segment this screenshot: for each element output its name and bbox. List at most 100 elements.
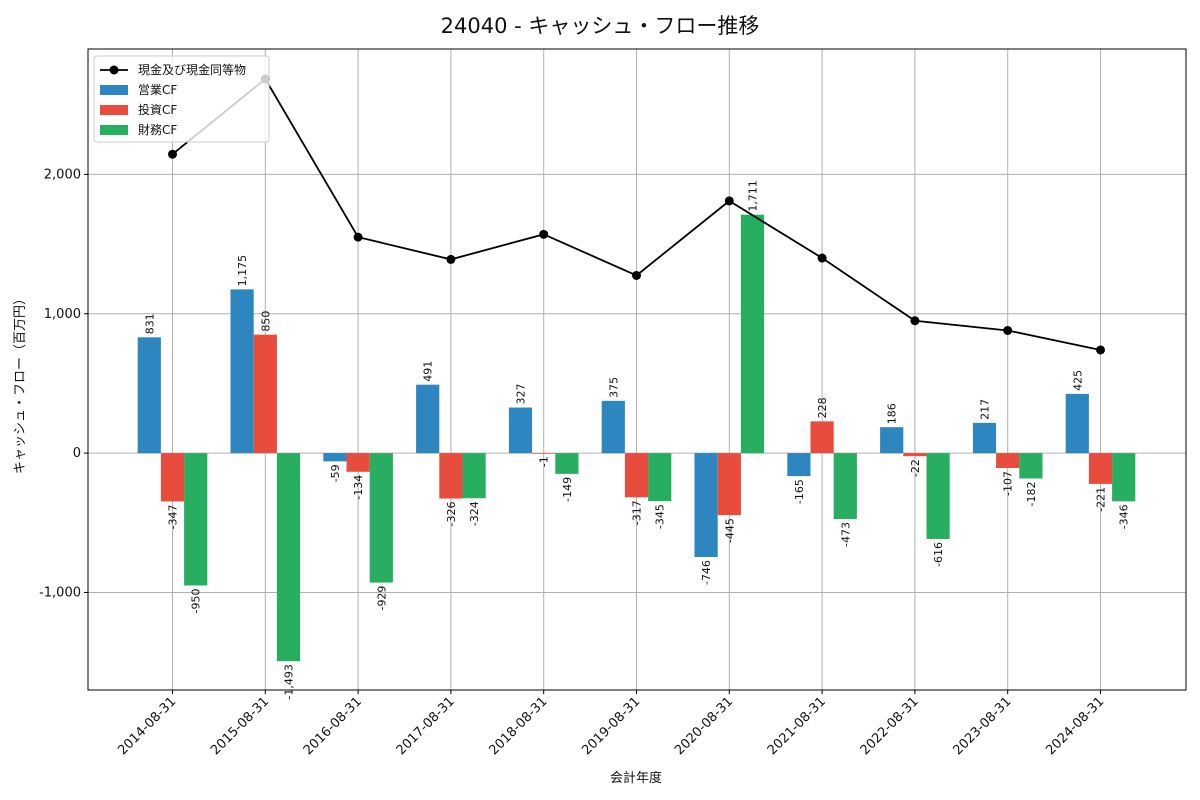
cash-point — [910, 316, 920, 326]
bar — [740, 214, 765, 454]
bar — [833, 453, 857, 520]
legend-entry: 財務CF — [138, 122, 177, 137]
data-label: 1,711 — [747, 180, 760, 212]
data-label: -22 — [909, 459, 922, 477]
x-tick-label: 2019-08-31 — [579, 694, 643, 758]
x-tick-label: 2016-08-31 — [301, 694, 365, 758]
bar — [253, 334, 277, 454]
legend-bar-swatch — [100, 125, 128, 135]
bar — [648, 453, 672, 502]
data-label: 217 — [979, 399, 992, 420]
data-label: 831 — [143, 313, 156, 334]
bar — [694, 453, 718, 558]
data-label: -221 — [1095, 487, 1108, 512]
bar — [717, 453, 741, 516]
bar — [439, 453, 463, 499]
bar — [787, 453, 811, 477]
x-tick-label: 2020-08-31 — [672, 694, 736, 758]
bar — [184, 453, 208, 586]
x-tick-label: 2022-08-31 — [858, 694, 922, 758]
x-tick-label: 2023-08-31 — [950, 694, 1014, 758]
data-label: -149 — [561, 477, 574, 502]
chart-title: 24040 - キャッシュ・フロー推移 — [441, 14, 760, 38]
bar — [903, 453, 927, 457]
data-label: -1 — [538, 456, 551, 467]
data-label: -473 — [839, 522, 852, 547]
x-axis-label: 会計年度 — [610, 770, 662, 786]
bar — [137, 337, 161, 454]
legend-entry: 営業CF — [138, 83, 177, 97]
bar — [369, 453, 393, 583]
data-label: -1,493 — [283, 664, 296, 699]
data-label: 186 — [886, 403, 899, 424]
data-label: -445 — [723, 518, 736, 543]
data-labels: 831 1,175 -59 491 327 375 -746 -165 186 217 425 -34… — [143, 180, 1130, 699]
bar — [416, 384, 440, 454]
cash-point — [724, 196, 734, 206]
data-label: -324 — [468, 501, 481, 526]
bar — [160, 453, 185, 502]
x-tick-label: 2021-08-31 — [765, 694, 829, 758]
bar — [276, 453, 301, 662]
bar — [230, 289, 254, 454]
data-label: -950 — [190, 588, 203, 613]
data-label: -59 — [329, 464, 342, 482]
bar — [601, 400, 625, 454]
legend-box — [93, 55, 270, 143]
cash-point — [817, 253, 827, 263]
bar — [810, 421, 834, 454]
x-tick-label: 2024-08-31 — [1043, 694, 1107, 758]
x-tick-label: 2017-08-31 — [394, 694, 458, 758]
y-tick-label: 2,000 — [44, 167, 81, 182]
bar — [1019, 453, 1043, 479]
data-label: 228 — [816, 397, 829, 418]
data-label: -929 — [375, 586, 388, 611]
data-label: 491 — [422, 361, 435, 382]
bar — [346, 453, 370, 472]
data-label: -746 — [700, 560, 713, 585]
cash-point — [539, 229, 549, 239]
data-label: 425 — [1071, 370, 1084, 391]
bar — [1088, 453, 1113, 484]
legend-bar-swatch — [100, 105, 128, 115]
cash-point — [353, 232, 363, 242]
legend-entry: 投資CF — [138, 102, 177, 117]
y-tick-label: 0 — [73, 446, 81, 461]
data-label: -165 — [793, 479, 806, 504]
bar — [972, 422, 997, 454]
bar — [880, 427, 904, 454]
bar — [1065, 393, 1089, 454]
cash-point — [168, 149, 177, 159]
bar — [462, 453, 486, 499]
data-label: 850 — [259, 311, 272, 332]
data-label: -107 — [1002, 471, 1015, 496]
data-label: -347 — [167, 504, 180, 529]
cash-point — [1096, 345, 1105, 355]
y-axis-label: キャッシュ・フロー（百万円） — [13, 292, 28, 474]
bar — [532, 453, 556, 454]
x-tick-label: 2014-08-31 — [115, 694, 179, 758]
y-tick-label: 1,000 — [44, 307, 81, 322]
bar — [996, 453, 1020, 469]
bar — [1112, 453, 1136, 502]
cash-point — [632, 270, 641, 280]
legend-bar-swatch — [100, 85, 128, 95]
data-label: -134 — [352, 475, 365, 500]
cash-point — [1003, 325, 1013, 335]
data-label: -182 — [1025, 481, 1038, 506]
data-label: -317 — [631, 500, 644, 525]
bar — [508, 407, 533, 454]
data-label: 375 — [607, 377, 620, 398]
data-label: 327 — [515, 384, 528, 405]
legend-entry: 現金及び現金同等物 — [138, 62, 246, 77]
legend-marker — [109, 65, 119, 75]
data-label: -345 — [654, 504, 667, 529]
data-label: 1,175 — [236, 255, 249, 287]
bar — [323, 453, 347, 462]
data-label: -346 — [1118, 504, 1131, 529]
x-tick-label: 2018-08-31 — [486, 694, 550, 758]
y-tick-label: -1,000 — [39, 585, 81, 600]
